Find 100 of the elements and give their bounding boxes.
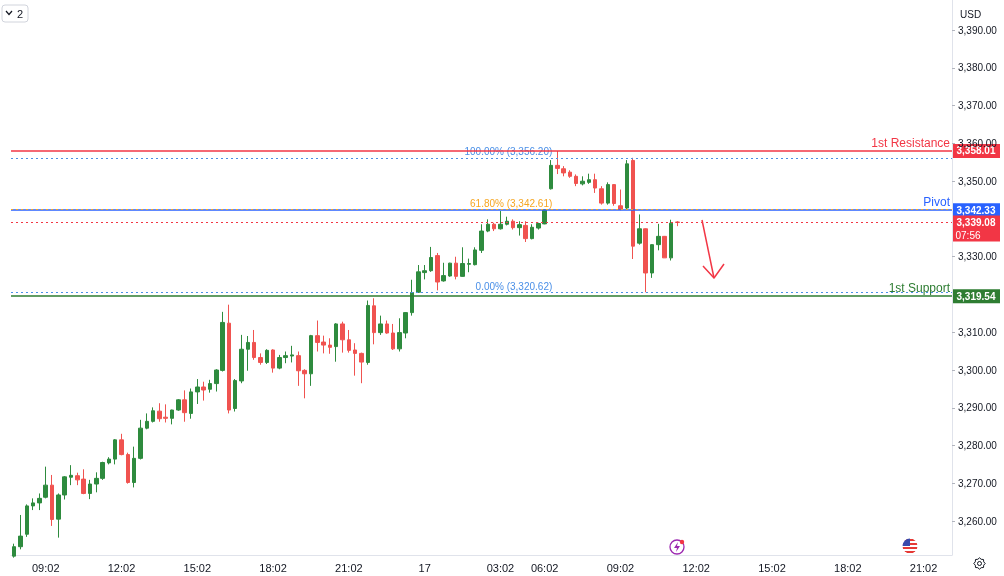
y-tick-label: 3,300.00 [958, 364, 998, 376]
candlestick [378, 315, 383, 336]
candlestick [37, 492, 42, 511]
candlestick [467, 258, 471, 273]
candlestick [391, 323, 395, 351]
candlestick [523, 220, 528, 243]
candlestick [12, 543, 16, 557]
ref-line-label: 1st Resistance [871, 135, 951, 150]
candlestick [258, 352, 263, 366]
text: USD [960, 8, 982, 20]
candlestick [625, 159, 629, 211]
candlestick [347, 329, 351, 354]
x-tick-label: 09:02 [31, 561, 60, 574]
candlestick [290, 345, 294, 363]
candlestick [366, 300, 370, 366]
candlestick [385, 320, 389, 335]
candlestick [88, 479, 92, 500]
candlestick [151, 406, 155, 423]
ref-line-label: 1st Support [888, 281, 951, 296]
candlestick [669, 219, 673, 262]
candlestick [265, 348, 269, 365]
candlestick [530, 223, 534, 240]
candlestick [662, 235, 667, 259]
annotation: 2 [17, 8, 24, 20]
candlestick [31, 497, 35, 511]
candlestick [309, 334, 313, 387]
candlestick [107, 456, 111, 465]
candlestick [328, 337, 332, 355]
candlestick [549, 159, 553, 191]
candlestick [334, 322, 338, 363]
x-tick-label: 12:02 [682, 561, 710, 574]
candlestick [410, 279, 414, 317]
candlestick [650, 243, 654, 279]
y-tick-label: 3,350.00 [958, 175, 998, 187]
candlestick [227, 304, 231, 414]
candlestick [631, 157, 635, 260]
candlestick [126, 452, 130, 485]
candlestick [271, 348, 275, 374]
candlestick [479, 223, 484, 254]
candlestick [473, 246, 477, 266]
y-tick-label: 3,270.00 [958, 477, 998, 489]
y-tick-label: 3,280.00 [958, 440, 998, 452]
candlestick [587, 173, 591, 185]
candlestick [492, 222, 496, 232]
candlestick [138, 419, 143, 460]
x-tick-label: 18:02 [834, 561, 862, 574]
candlestick [145, 412, 149, 430]
candlestick [448, 262, 452, 278]
candlestick [182, 389, 187, 423]
candlestick [429, 246, 433, 273]
candlestick [43, 466, 48, 499]
candlestick [454, 256, 458, 280]
candlestick [239, 334, 244, 384]
candlestick [372, 297, 376, 345]
x-tick-label: 12:02 [107, 561, 136, 574]
y-tick-label: 3,390.00 [958, 24, 998, 36]
candlestick [18, 514, 23, 550]
candlestick [574, 173, 578, 187]
candlestick [113, 438, 117, 465]
candlestick [50, 474, 54, 527]
y-tick-label: 3,290.00 [958, 402, 998, 414]
candlestick [643, 227, 648, 293]
candlestick [359, 352, 364, 384]
y-tick-label: 3,310.00 [958, 326, 998, 338]
ref-line-label: 61.80% (3,342.61) [470, 197, 553, 209]
x-tick-label: 17 [418, 561, 431, 574]
ref-line-label: Pivot [923, 195, 951, 210]
candlestick [252, 329, 256, 361]
candlestick [25, 503, 29, 538]
x-tick-label: 06:02 [530, 561, 559, 574]
x-tick-label: 15:02 [758, 561, 786, 574]
x-tick-label: 09:02 [606, 561, 635, 574]
candlestick [580, 175, 585, 186]
candlestick [486, 218, 490, 233]
candlestick [246, 335, 250, 372]
text: 3,339.08 [956, 216, 996, 228]
candlestick [498, 210, 503, 231]
candlestick [637, 213, 642, 246]
candlestick [208, 379, 212, 394]
candlestick [201, 381, 206, 402]
ref-line-label: 0.00% (3,320.62) [475, 280, 553, 292]
text: 3,342.33 [956, 204, 996, 216]
x-tick-label: 21:02 [335, 561, 363, 574]
y-tick-label: 3,330.00 [958, 251, 998, 263]
candlestick [132, 446, 136, 488]
x-tick-label: 21:02 [909, 561, 938, 574]
candlestick [441, 262, 446, 283]
text: 3,319.54 [956, 290, 996, 302]
candlestick [435, 252, 440, 291]
candlestick [460, 246, 465, 278]
candlestick [656, 223, 661, 251]
candlestick [517, 220, 522, 237]
candlestick [189, 388, 193, 420]
candlestick [69, 464, 73, 486]
y-tick-label: 3,380.00 [958, 62, 998, 74]
candlestick [176, 398, 181, 412]
candlestick [568, 169, 572, 179]
x-tick-label: 15:02 [183, 561, 212, 574]
candlestick [675, 220, 680, 227]
candlestick [195, 378, 200, 405]
